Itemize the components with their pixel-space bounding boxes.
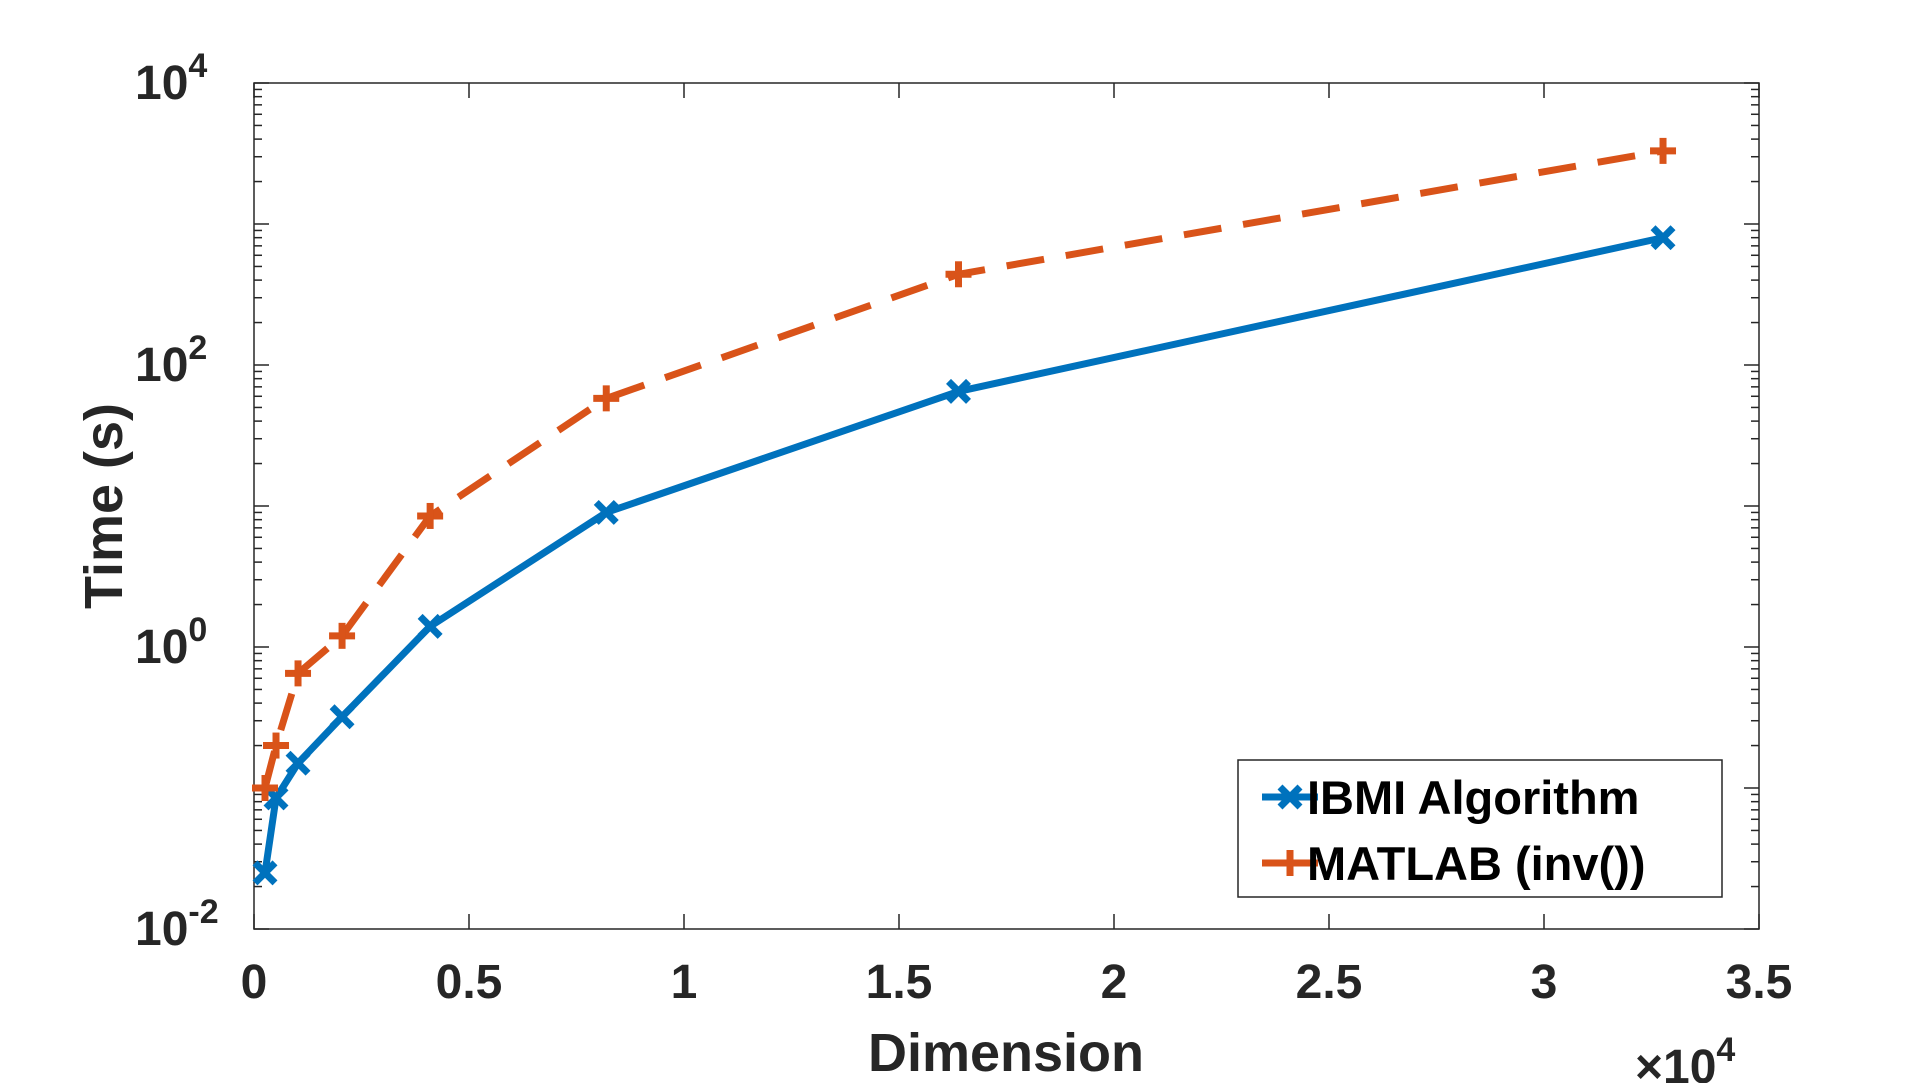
x-marker — [593, 499, 619, 525]
plus-marker — [329, 622, 356, 649]
x-tick-label: 2.5 — [1296, 956, 1363, 1009]
x-tick-label: 0.5 — [436, 956, 503, 1009]
series-ibmi-algorithm — [252, 225, 1676, 886]
plus-marker — [945, 261, 972, 288]
x-marker — [946, 378, 971, 404]
legend-item: IBMI Algorithm — [1262, 771, 1639, 824]
series-layer — [252, 137, 1677, 886]
y-tick-labels: 10-2 100 102 104 — [135, 47, 219, 956]
legend-box — [1237, 759, 1723, 898]
x-tick-labels: 0 0.5 1 1.5 2 2.5 3 3.5 — [241, 956, 1793, 1009]
legend-item: MATLAB (inv()) — [1262, 837, 1645, 890]
y-tick-label: 104 — [135, 47, 207, 110]
x-tick-label: 2 — [1101, 956, 1128, 1009]
y-tick-label: 10-2 — [135, 893, 219, 956]
x-marker — [329, 704, 355, 730]
x-tick-label: 3.5 — [1726, 956, 1793, 1009]
y-tick-label: 100 — [135, 611, 207, 674]
x-marker — [1277, 784, 1303, 810]
series-matlab-inv — [252, 137, 1677, 801]
legend: IBMI Algorithm MATLAB (inv()) — [1237, 759, 1723, 898]
x-tick-label: 3 — [1531, 956, 1558, 1009]
x-tick-label: 0 — [241, 956, 268, 1009]
x-marker — [252, 860, 278, 886]
plus-marker — [593, 385, 620, 412]
series-line — [261, 147, 1664, 789]
y-axis-label: Time (s) — [74, 403, 134, 609]
plus-marker — [285, 660, 312, 687]
y-tick-label: 102 — [135, 329, 207, 392]
plus-marker — [1650, 137, 1677, 164]
x-tick-label: 1.5 — [866, 956, 933, 1009]
plus-marker — [1277, 850, 1303, 876]
x-axis-label: Dimension — [868, 1023, 1144, 1083]
x-marker — [285, 750, 311, 776]
plus-marker — [252, 775, 279, 801]
plus-marker — [417, 502, 444, 529]
x-axis-multiplier: ×104 — [1635, 1031, 1735, 1083]
x-tick-label: 1 — [671, 956, 698, 1009]
legend-label: MATLAB (inv()) — [1307, 837, 1645, 890]
x-marker — [1650, 225, 1676, 251]
plus-marker — [263, 732, 290, 759]
x-marker — [417, 613, 443, 639]
legend-label: IBMI Algorithm — [1307, 771, 1639, 824]
